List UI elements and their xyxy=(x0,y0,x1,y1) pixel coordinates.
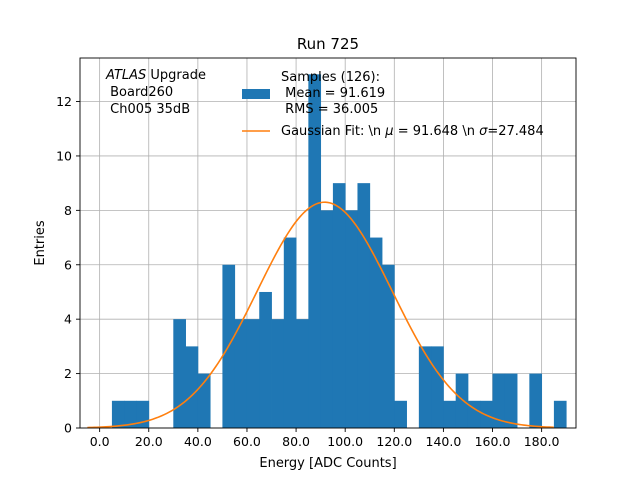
legend-fit-end: =27.484 xyxy=(487,124,543,139)
x-tick-label: 120.0 xyxy=(376,434,412,449)
x-tick-label: 40.0 xyxy=(184,434,212,449)
x-tick-label: 80.0 xyxy=(282,434,310,449)
histogram-bar xyxy=(185,346,199,428)
x-tick-label: 100.0 xyxy=(327,434,363,449)
x-tick-label: 60.0 xyxy=(233,434,261,449)
histogram-bar xyxy=(197,373,211,428)
histogram-bar xyxy=(296,319,309,428)
legend-fit-mu: μ xyxy=(384,124,393,139)
x-tick-label: 160.0 xyxy=(475,434,511,449)
legend-fit-mid: = 91.648 \n xyxy=(394,124,480,139)
x-tick-label: 180.0 xyxy=(524,434,560,449)
y-axis-ticks: 0 2 4 6 8 10 12 xyxy=(56,94,80,436)
legend-histogram-label-2: Mean = 91.619 xyxy=(281,86,385,101)
y-tick-label: 0 xyxy=(64,421,72,436)
annotation-italic-word: ATLAS xyxy=(105,68,146,83)
gaussian-fit-line xyxy=(87,201,554,429)
histogram-bar xyxy=(111,400,125,428)
legend-histogram-swatch xyxy=(242,89,270,99)
histogram-bar xyxy=(418,346,432,428)
histogram-bar xyxy=(382,264,395,428)
legend-fit-sigma: σ xyxy=(479,124,488,139)
histogram-bar xyxy=(124,400,137,428)
annotation-box: ATLAS Upgrade Board260 Ch005 35dB xyxy=(105,68,206,117)
x-tick-label: 140.0 xyxy=(426,434,462,449)
histogram-bar xyxy=(320,210,334,428)
histogram-bar xyxy=(369,237,383,428)
y-tick-label: 2 xyxy=(64,366,72,381)
histogram-bar xyxy=(455,373,469,428)
histogram-bar xyxy=(345,210,358,428)
histogram-bar xyxy=(431,346,444,428)
histogram-bar xyxy=(357,183,371,428)
histogram-bar xyxy=(283,237,297,428)
legend: Samples (126): Mean = 91.619 RMS = 36.00… xyxy=(242,70,544,139)
y-tick-label: 4 xyxy=(64,312,72,327)
chart-title: Run 725 xyxy=(297,35,359,53)
x-tick-label: 20.0 xyxy=(135,434,163,449)
histogram-bar xyxy=(246,319,260,428)
y-tick-label: 10 xyxy=(56,148,72,163)
annotation-line-2: Board260 xyxy=(106,85,173,100)
histogram-bar xyxy=(136,400,150,428)
histogram-bar xyxy=(173,319,186,428)
x-axis-label: Energy [ADC Counts] xyxy=(259,456,396,471)
x-tick-label: 0.0 xyxy=(90,434,110,449)
y-tick-label: 6 xyxy=(64,257,72,272)
histogram-bar xyxy=(271,319,285,428)
histogram-bar xyxy=(467,400,481,428)
annotation-line-3: Ch005 35dB xyxy=(106,102,190,117)
y-tick-label: 8 xyxy=(64,203,72,218)
legend-histogram-label-1: Samples (126): xyxy=(281,70,380,85)
histogram-bar xyxy=(504,373,518,428)
histogram-bar xyxy=(308,74,322,428)
y-tick-label: 12 xyxy=(56,94,72,109)
x-axis-ticks: 0.0 20.0 40.0 60.0 80.0 100.0 120.0 140.0 160.0 1… xyxy=(90,428,560,449)
histogram-bar xyxy=(492,373,506,428)
histogram-bar xyxy=(529,373,543,428)
histogram-bar xyxy=(332,183,346,428)
y-axis-label: Entries xyxy=(33,220,48,266)
legend-fit-prefix: Gaussian Fit: \n xyxy=(281,124,385,139)
histogram-bar xyxy=(234,319,248,428)
legend-histogram-label-3: RMS = 36.005 xyxy=(281,102,378,117)
legend-fit-label: Gaussian Fit: \n μ = 91.648 \n σ=27.484 xyxy=(281,124,544,139)
histogram-bar xyxy=(259,291,272,428)
annotation-line-1: ATLAS Upgrade xyxy=(105,68,206,83)
histogram-bar xyxy=(553,400,567,428)
histogram-bar xyxy=(443,400,457,428)
histogram-bar xyxy=(394,400,407,428)
plot-frame xyxy=(79,57,577,429)
histogram-bar xyxy=(480,400,493,428)
